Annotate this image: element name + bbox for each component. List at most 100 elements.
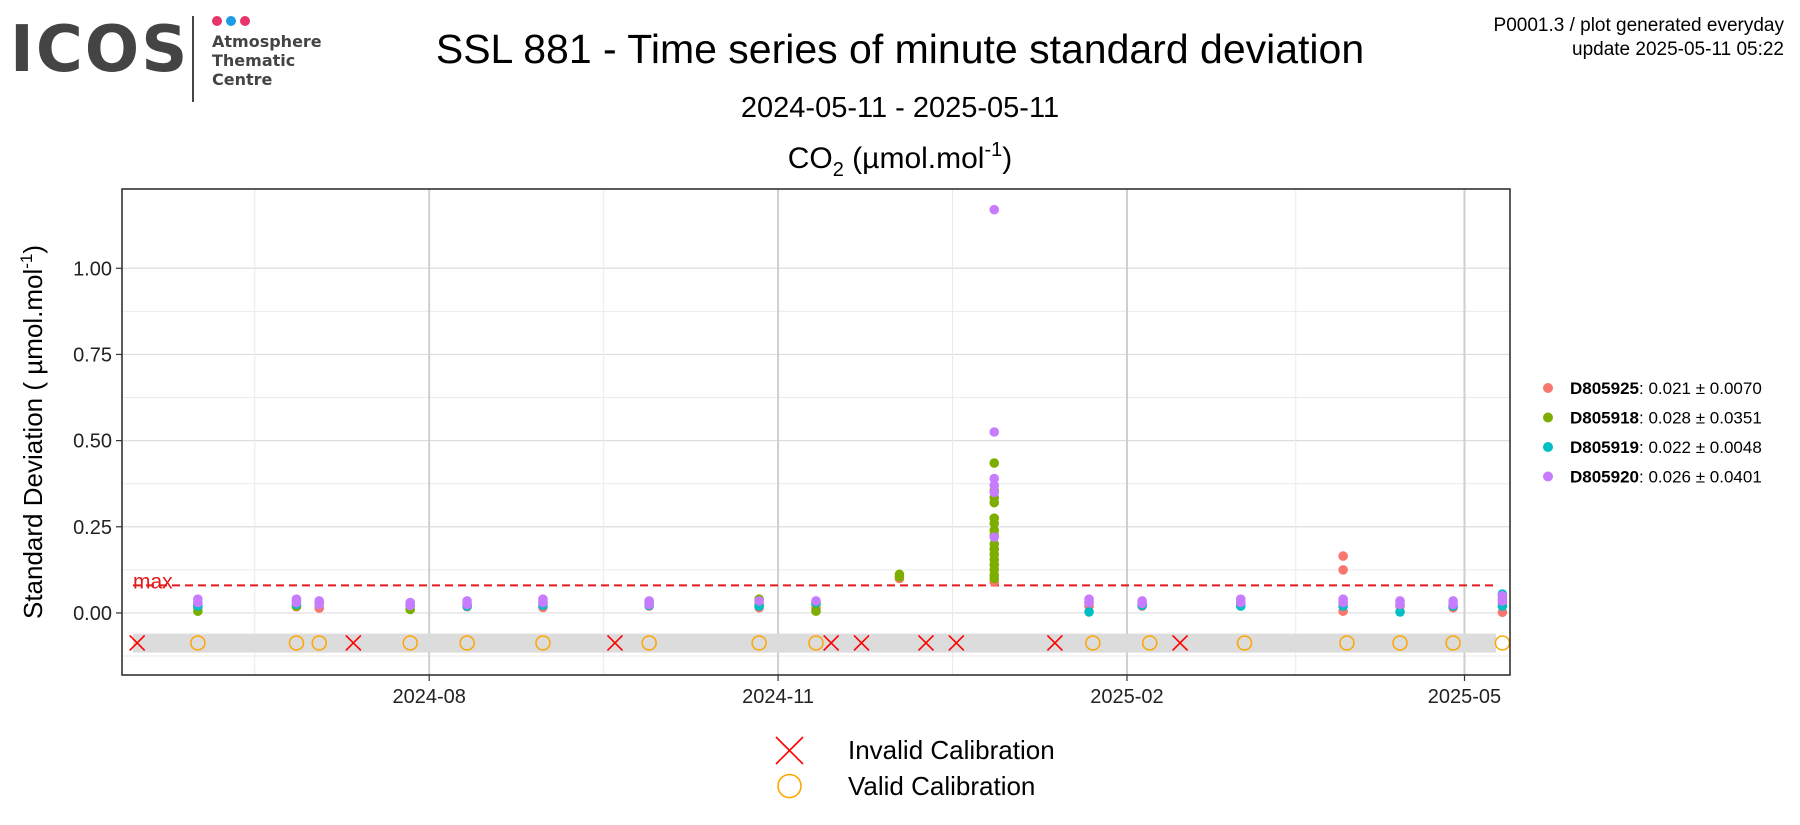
legend-series-name: D805920 <box>1570 468 1639 487</box>
valid-calibration-marker <box>190 635 206 651</box>
x-mark-stroke <box>1171 634 1189 652</box>
data-point-D805925 <box>1338 565 1348 575</box>
invalid-calibration-marker <box>606 634 624 652</box>
valid-calibration-marker <box>1339 635 1355 651</box>
invalid-calibration-marker <box>345 634 362 652</box>
data-point-D805920 <box>989 480 1000 491</box>
valid-calibration-marker <box>1445 635 1461 651</box>
data-point-D805918 <box>894 571 905 582</box>
data-point-D805919 <box>1084 607 1094 617</box>
data-point-D805920 <box>1137 598 1147 609</box>
y-axis-label: Standard Deviation ( µmol.mol-1) <box>17 245 48 619</box>
data-point-D805920 <box>405 600 416 611</box>
legend-label-D805920: D805920: 0.026 ± 0.0401 <box>1570 468 1762 487</box>
invalid-calibration-marker <box>853 634 870 652</box>
valid-calibration-marker <box>1392 635 1408 651</box>
species-units: (µmol.mol <box>844 142 985 175</box>
y-axis-label-main: Standard Deviation ( µmol.mol <box>18 269 48 619</box>
valid-calibration-marker <box>311 635 327 651</box>
data-point-D805920 <box>1235 597 1246 608</box>
data-point-D805920 <box>989 427 1000 437</box>
legend-valid-calibration: Valid Calibration <box>770 768 1035 804</box>
species-units-sup: -1 <box>984 139 1002 161</box>
logo-dot-icon <box>226 16 236 26</box>
logo-dot-icon <box>212 16 222 26</box>
y-tick-label: 0.00 <box>73 603 112 625</box>
legend-label-D805918: D805918: 0.028 ± 0.0351 <box>1570 409 1762 428</box>
x-mark-stroke <box>606 634 624 652</box>
logo-line-2: Thematic <box>212 51 296 70</box>
legend-series-stats: : 0.021 ± 0.0070 <box>1639 379 1762 398</box>
data-point-D805920 <box>754 596 764 606</box>
invalid-calibration-marker <box>917 634 935 652</box>
valid-calibration-marker <box>402 635 418 651</box>
valid-calibration-marker <box>459 635 475 651</box>
x-mark-stroke <box>823 634 840 652</box>
grid <box>122 189 1510 675</box>
data-point-D805920 <box>538 597 548 608</box>
legend-swatch-D805920 <box>1543 471 1553 482</box>
x-mark-stroke <box>853 634 870 652</box>
page-title: SSL 881 - Time series of minute standard… <box>435 26 1365 72</box>
data-point-D805920 <box>811 596 821 606</box>
calibration-legend: Invalid Calibration Valid Calibration <box>770 732 1130 812</box>
data-point-D805920 <box>1497 596 1508 606</box>
legend-series-name: D805919 <box>1570 438 1639 457</box>
x-mark-stroke <box>1046 634 1063 652</box>
data-point-D805920 <box>1084 597 1094 608</box>
y-tick-label: 1.00 <box>73 258 112 280</box>
data-point-D805918 <box>989 518 1000 529</box>
data-point-D805920 <box>291 594 302 604</box>
invalid-calibration-marker <box>129 634 146 652</box>
max-threshold: max <box>133 570 1496 593</box>
invalid-calibration-marker <box>1171 634 1189 652</box>
y-tick-label: 0.75 <box>73 344 112 366</box>
x-mark-stroke <box>345 634 362 652</box>
data-point-D805918 <box>989 573 1000 584</box>
invalid-calibration-marker <box>823 634 840 652</box>
data-point-D805920 <box>989 473 1000 484</box>
data-point-D805918 <box>989 458 1000 468</box>
logo-line-1: Atmosphere <box>212 32 322 51</box>
legend-invalid-calibration: Invalid Calibration <box>770 732 1055 768</box>
valid-calibration-marker <box>751 635 767 651</box>
data-point-D805920 <box>1338 597 1348 608</box>
chart-title: CO2 (µmol.mol-1) <box>788 139 1013 181</box>
data-point-D805918 <box>989 497 1000 508</box>
data-point-D805920 <box>193 597 203 608</box>
y-tick-label: 0.25 <box>73 517 112 539</box>
legend-swatch-D805919 <box>1543 442 1553 452</box>
legend-series-stats: : 0.022 ± 0.0048 <box>1639 438 1762 457</box>
species-name: CO <box>788 142 833 175</box>
data-point-D805925 <box>1338 551 1348 561</box>
legend-label-D805925: D805925: 0.021 ± 0.0070 <box>1570 379 1762 398</box>
max-label: max <box>133 570 173 593</box>
invalid-calibration-marker <box>1046 634 1063 652</box>
legend-series-stats: : 0.028 ± 0.0351 <box>1639 409 1762 428</box>
data-point-D805919 <box>1395 607 1405 617</box>
legend-series-name: D805918 <box>1570 409 1639 428</box>
data-point-D805920 <box>644 599 654 610</box>
species-units-close: ) <box>1002 142 1012 175</box>
legend-label-D805919: D805919: 0.022 ± 0.0048 <box>1570 438 1762 457</box>
series-legend: D805925: 0.021 ± 0.0070 D805918: 0.028 ± … <box>1543 379 1762 487</box>
y-axis-label-sup: -1 <box>17 254 36 269</box>
valid-calibration-marker <box>1141 635 1158 651</box>
logo-wordmark: ICOS <box>10 13 190 87</box>
species-title: CO2 (µmol.mol-1) <box>788 139 1013 181</box>
plot-meta: P0001.3 / plot generated everyday update… <box>1494 14 1784 62</box>
data-point-D805918 <box>811 606 821 617</box>
valid-calibration-marker <box>288 635 305 651</box>
x-mark-stroke <box>129 634 146 652</box>
date-range-subtitle: 2024-05-11 - 2025-05-11 <box>740 92 1060 124</box>
data-point-D805920 <box>1448 599 1458 610</box>
data-points <box>193 204 1508 618</box>
valid-calibration-marker <box>808 635 824 651</box>
legend-series-stats: : 0.026 ± 0.0401 <box>1639 468 1762 487</box>
calibration-markers <box>129 634 1511 652</box>
x-tick-label: 2024-08 <box>392 686 465 708</box>
data-point-D805920 <box>314 599 325 610</box>
y-tick-label: 0.50 <box>73 431 112 453</box>
data-point-D805920 <box>462 599 472 610</box>
